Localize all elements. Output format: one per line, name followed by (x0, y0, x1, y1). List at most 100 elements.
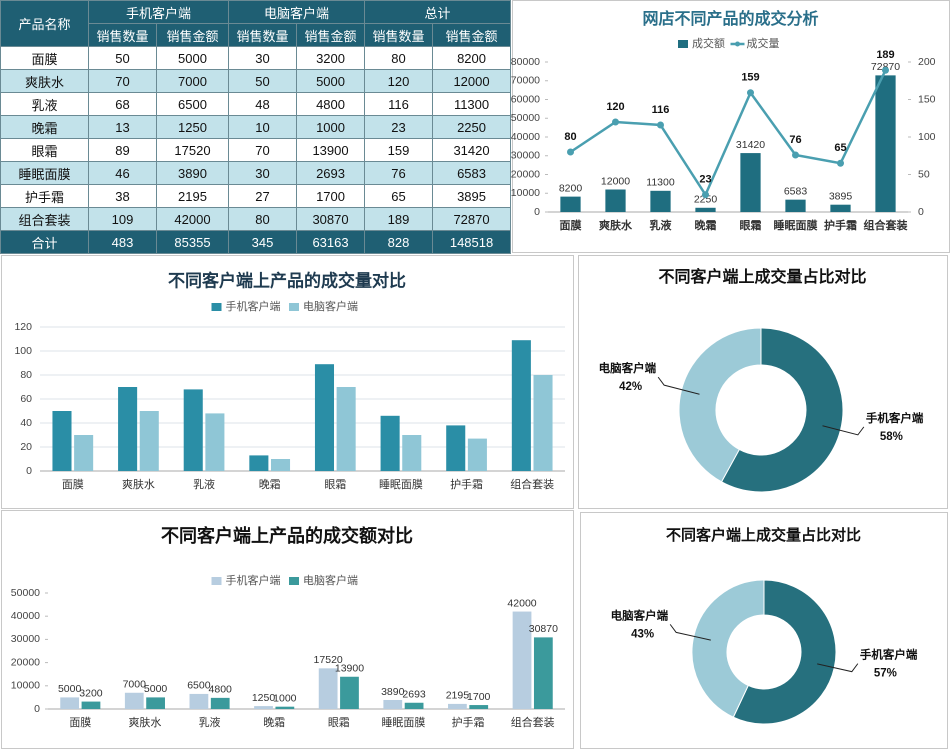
bar (875, 75, 896, 213)
x-tick-label: 乳液 (650, 218, 673, 232)
x-tick-label: 面膜 (69, 716, 91, 729)
table-row: 眼霜 89 17520 70 13900 159 31420 (0, 138, 512, 162)
table-cell: 70 (88, 69, 157, 93)
table-cell: 合计 (0, 230, 89, 254)
subheader-cell: 销售数量 (364, 23, 434, 47)
table-cell: 50 (228, 69, 298, 93)
x-tick-label: 面膜 (560, 218, 582, 232)
legend-swatch (678, 40, 688, 48)
chart-panel (1, 510, 574, 749)
bar (402, 435, 422, 471)
y-tick-label: 80000 (511, 56, 540, 68)
bar (189, 693, 209, 709)
chart-title: 不同客户端上产品的成交量对比 (168, 270, 406, 290)
data-label: 76 (789, 134, 801, 146)
header-cell: 总计 (364, 0, 512, 24)
table-cell: 76 (364, 161, 434, 185)
data-label: 80 (564, 131, 576, 143)
slice-value: 58% (880, 431, 903, 443)
y-tick-label: 10000 (11, 680, 40, 692)
x-tick-label: 乳液 (193, 477, 215, 491)
slice-label: 手机客户端 (860, 648, 918, 662)
table-cell: 13900 (296, 138, 366, 162)
bar (740, 153, 761, 212)
line-marker (792, 151, 799, 159)
y-tick-label: 20 (20, 441, 32, 453)
line-marker (612, 118, 619, 126)
y-tick-label: 20000 (11, 656, 40, 668)
table-cell: 4800 (296, 92, 366, 116)
bar (275, 706, 295, 709)
total-row: 合计 483 85355 345 63163 828 148518 (0, 230, 512, 254)
line-marker (567, 148, 574, 156)
x-tick-label: 组合套装 (864, 218, 908, 232)
data-label: 6500 (187, 680, 211, 692)
chart-panel (580, 512, 948, 749)
y-tick-label: 40000 (11, 610, 40, 622)
data-label: 1000 (273, 692, 297, 704)
line (569, 69, 887, 198)
chart-panel (1, 255, 574, 509)
y2-tick-label: 100 (918, 131, 936, 143)
subheader-cell: 销售数量 (88, 23, 157, 47)
y-tick-label: 80 (20, 369, 32, 381)
bar (380, 415, 400, 471)
y2-tick-label: 0 (918, 206, 924, 218)
table-cell: 17520 (155, 138, 230, 162)
data-label: 120 (606, 101, 624, 113)
bar (74, 435, 94, 471)
y2-tick-label: 50 (918, 168, 930, 180)
y2-tick-label: 200 (918, 56, 936, 68)
x-tick-label: 护手霜 (450, 477, 483, 491)
x-tick-label: 护手霜 (824, 218, 857, 232)
table-cell: 30870 (296, 207, 366, 231)
x-tick-label: 睡眠面膜 (381, 716, 425, 729)
subheader-cell: 销售金额 (432, 23, 512, 47)
data-label: 42000 (507, 597, 536, 609)
x-tick-label: 护手霜 (452, 715, 485, 729)
y-tick-label: 30000 (511, 150, 540, 162)
table-row: 组合套装 109 42000 80 30870 189 72870 (0, 207, 512, 231)
data-label: 2693 (402, 689, 426, 701)
table-row: 面膜 50 5000 30 3200 80 8200 (0, 46, 512, 70)
data-label: 116 (652, 104, 670, 116)
data-label: 159 (741, 72, 759, 84)
bar (340, 676, 359, 709)
x-tick-label: 眼霜 (740, 219, 762, 232)
line-marker (837, 159, 844, 167)
table-cell: 1250 (155, 115, 230, 139)
bar (446, 425, 466, 471)
bar (318, 668, 338, 709)
y-tick-label: 70000 (511, 75, 540, 87)
x-tick-label: 晚霜 (695, 218, 717, 232)
x-tick-label: 组合套装 (510, 477, 554, 491)
table-cell: 50 (88, 46, 157, 70)
bar (146, 697, 165, 709)
legend-swatch (211, 303, 222, 311)
y-tick-label: 60 (20, 393, 32, 405)
table-cell: 85355 (155, 230, 230, 254)
table-cell: 46 (88, 161, 157, 185)
slice-value: 42% (619, 381, 642, 393)
table-cell: 2250 (432, 115, 512, 139)
table-cell: 148518 (432, 230, 512, 254)
table-cell: 2195 (155, 184, 230, 208)
table-cell: 5000 (155, 46, 230, 70)
table-cell: 1700 (296, 184, 366, 208)
y-tick-label: 60000 (511, 93, 540, 105)
table-cell: 11300 (432, 92, 512, 116)
legend-label: 手机客户端 (226, 573, 281, 587)
bar (210, 697, 230, 709)
bar (60, 697, 80, 709)
bar (52, 411, 72, 471)
slice-label: 电脑客户端 (611, 608, 669, 622)
data-label: 31420 (736, 139, 765, 151)
y-tick-label: 30000 (11, 633, 40, 645)
bar (270, 459, 291, 471)
subheader-cell: 销售金额 (296, 23, 366, 47)
data-label: 5000 (144, 683, 168, 695)
header-cell: 电脑客户端 (228, 0, 366, 24)
slice-value: 43% (631, 628, 654, 640)
bar (533, 637, 553, 709)
